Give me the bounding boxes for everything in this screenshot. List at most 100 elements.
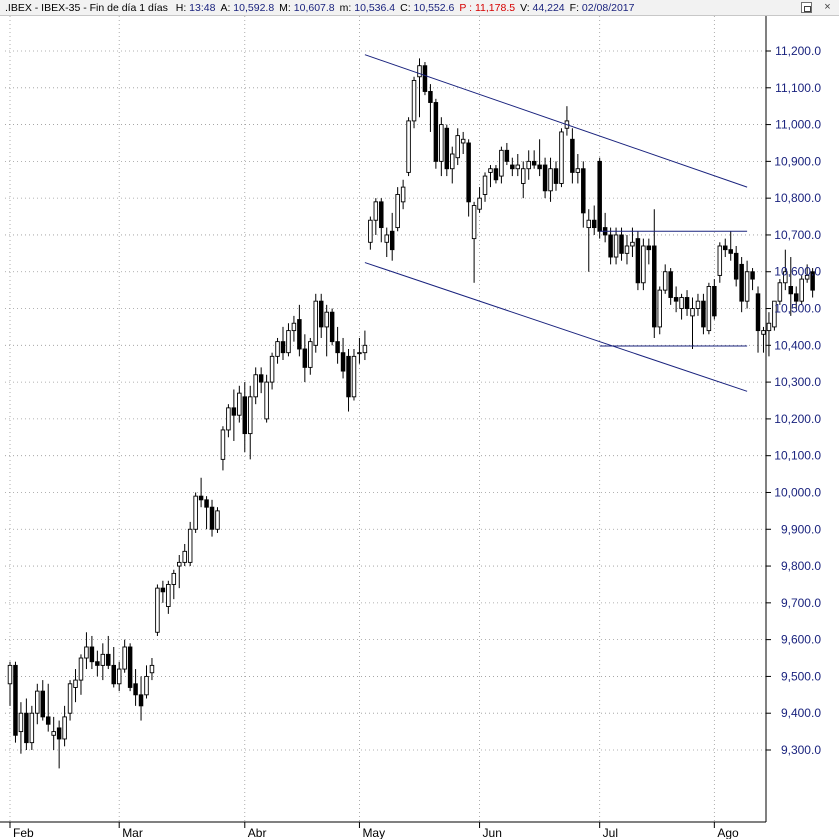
- candle: [193, 492, 198, 533]
- candle-body: [766, 322, 772, 332]
- candle-body: [728, 249, 733, 254]
- candle-body: [788, 286, 794, 295]
- restore-icon[interactable]: [801, 2, 812, 13]
- trendline-lower-channel[interactable]: [364, 262, 748, 392]
- candle: [755, 286, 761, 353]
- candle: [526, 150, 531, 180]
- candle: [373, 198, 379, 235]
- candle-body: [455, 135, 460, 159]
- candle: [406, 117, 411, 177]
- header-field-label: M:: [279, 2, 291, 14]
- candle-body: [95, 661, 100, 666]
- candle-body: [368, 219, 373, 243]
- candle-body: [750, 271, 755, 280]
- candle-body: [608, 234, 613, 258]
- candle-body: [100, 653, 106, 666]
- chart-header: .IBEX - IBEX-35 - Fin de día 1 días H: 1…: [0, 0, 839, 16]
- candle-body: [204, 499, 209, 508]
- candle: [253, 367, 258, 405]
- candle: [138, 676, 144, 721]
- candle: [187, 521, 193, 567]
- candle: [329, 308, 335, 346]
- candle-body: [51, 731, 56, 736]
- candle-body: [171, 572, 177, 585]
- candle-body: [444, 127, 450, 170]
- candle-body: [373, 201, 379, 221]
- x-tick-label: Mar: [122, 826, 143, 839]
- y-tick-label: 11,000.0: [775, 118, 821, 132]
- candle-body: [433, 102, 439, 162]
- header-field-label: P :: [459, 2, 473, 14]
- candle-body: [275, 341, 280, 357]
- candle-body: [641, 245, 646, 284]
- candle: [433, 98, 439, 169]
- candle-body: [389, 230, 395, 251]
- candle: [198, 477, 204, 508]
- candle: [324, 304, 329, 357]
- candle-body: [542, 164, 548, 192]
- candle-body: [149, 664, 155, 674]
- header-field-value: 02/08/2017: [579, 2, 635, 14]
- header-field: m: 10,536.4: [340, 2, 395, 14]
- candle: [788, 257, 794, 316]
- candle: [62, 705, 67, 747]
- candle-body: [504, 149, 510, 162]
- candle: [673, 286, 679, 313]
- x-tick-label: Ago: [717, 826, 739, 839]
- y-tick-label: 10,900.0: [774, 154, 821, 168]
- header-field-value: 13:48: [186, 2, 216, 14]
- candle-body: [187, 528, 193, 563]
- candle-body: [804, 274, 810, 280]
- header-field-value: 10,607.8: [290, 2, 335, 14]
- candle: [384, 227, 389, 258]
- candle-body: [351, 355, 357, 398]
- candle-body: [335, 341, 340, 354]
- candle-body: [247, 396, 253, 435]
- candle: [7, 661, 13, 706]
- candle: [537, 139, 542, 177]
- candle-body: [106, 653, 111, 666]
- candle: [766, 312, 772, 357]
- candle: [750, 268, 755, 291]
- header-field-label: H:: [175, 2, 187, 14]
- candle: [171, 569, 177, 600]
- candle: [635, 231, 641, 291]
- candle: [717, 242, 723, 283]
- candle: [772, 300, 777, 331]
- candle-body: [575, 168, 581, 173]
- candle: [652, 209, 657, 338]
- candle-body: [488, 168, 493, 173]
- close-icon[interactable]: ×: [824, 1, 831, 13]
- candle-body: [772, 300, 777, 328]
- candle-body: [553, 168, 559, 184]
- candle: [728, 231, 733, 261]
- candle: [264, 374, 269, 423]
- candle: [477, 187, 482, 213]
- candle: [220, 426, 226, 471]
- candle: [269, 352, 275, 390]
- candle-body: [417, 65, 422, 78]
- y-tick-label: 9,400.0: [781, 706, 821, 720]
- candle-body: [471, 205, 477, 240]
- candle: [357, 337, 362, 364]
- candle-body: [673, 297, 679, 302]
- candle-body: [193, 495, 198, 530]
- candle-body: [793, 293, 799, 302]
- candle: [24, 698, 29, 750]
- candle-body: [264, 381, 269, 420]
- candle: [515, 154, 521, 177]
- candle-body: [466, 142, 471, 203]
- candle-body: [777, 282, 783, 302]
- candle-body: [761, 330, 766, 335]
- candle: [744, 260, 750, 309]
- candle: [51, 716, 56, 750]
- candle-body: [613, 234, 619, 258]
- candle: [712, 279, 717, 320]
- candle-body: [313, 300, 319, 346]
- candle: [444, 124, 450, 177]
- candle-body: [460, 138, 466, 144]
- candle: [280, 326, 286, 361]
- trendline-upper-channel[interactable]: [364, 54, 748, 188]
- candle: [733, 245, 739, 287]
- y-tick-label: 10,000.0: [774, 485, 821, 499]
